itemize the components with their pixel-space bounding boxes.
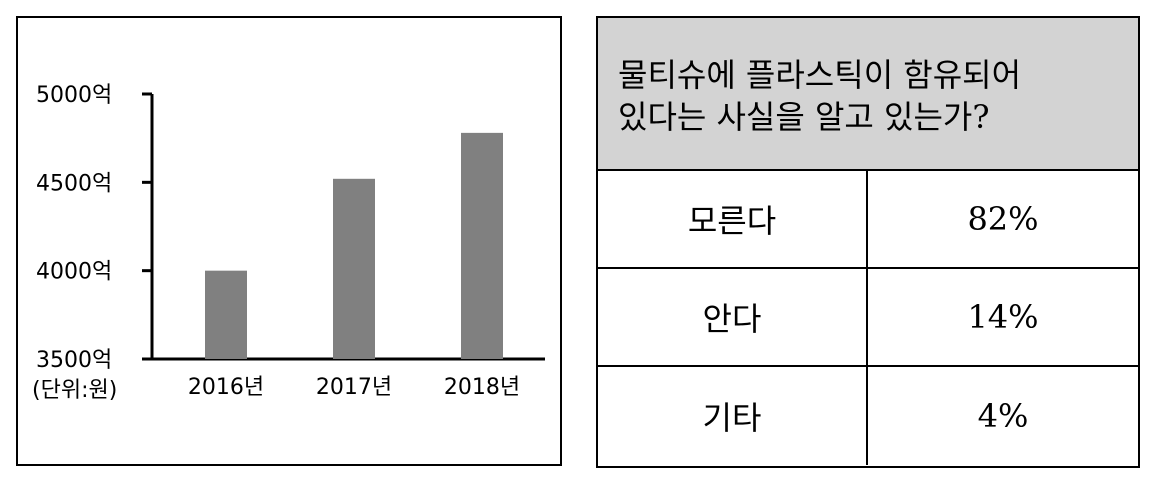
y-tick-label: 4500억 xyxy=(36,171,112,196)
row-value: 14% xyxy=(967,298,1039,336)
table-row: 안다 14% xyxy=(598,269,1138,367)
bar-chart-panel: 3500억 4000억 4500억 5000억 2016년 2017년 2018년 (단위:원… xyxy=(16,16,562,466)
bar xyxy=(205,270,247,359)
row-label: 모른다 xyxy=(598,171,868,267)
x-tick-label: 2018년 xyxy=(444,375,520,400)
bar xyxy=(461,132,503,359)
row-value: 82% xyxy=(967,200,1039,238)
question-text: 물티슈에 플라스틱이 함유되어 있다는 사실을 알고 있는가? xyxy=(618,56,1022,136)
table-row: 모른다 82% xyxy=(598,171,1138,269)
bar xyxy=(333,178,375,359)
y-tick-label: 3500억 xyxy=(36,348,112,373)
row-label: 안다 xyxy=(598,269,868,365)
x-tick-label: 2017년 xyxy=(316,375,392,400)
bar-chart: 3500억 4000억 4500억 5000억 2016년 2017년 2018년 (단위:원… xyxy=(32,83,545,403)
survey-table: 물티슈에 플라스틱이 함유되어 있다는 사실을 알고 있는가? 모른다 82% … xyxy=(596,16,1140,468)
table-row: 기타 4% xyxy=(598,367,1138,465)
y-tick-label: 4000억 xyxy=(36,260,112,285)
x-tick-label: 2016년 xyxy=(188,375,264,400)
row-label: 기타 xyxy=(598,367,868,465)
row-value: 4% xyxy=(977,397,1029,435)
unit-note: (단위:원) xyxy=(32,378,117,403)
y-tick-label: 5000억 xyxy=(36,83,112,108)
question-header: 물티슈에 플라스틱이 함유되어 있다는 사실을 알고 있는가? xyxy=(598,18,1138,171)
